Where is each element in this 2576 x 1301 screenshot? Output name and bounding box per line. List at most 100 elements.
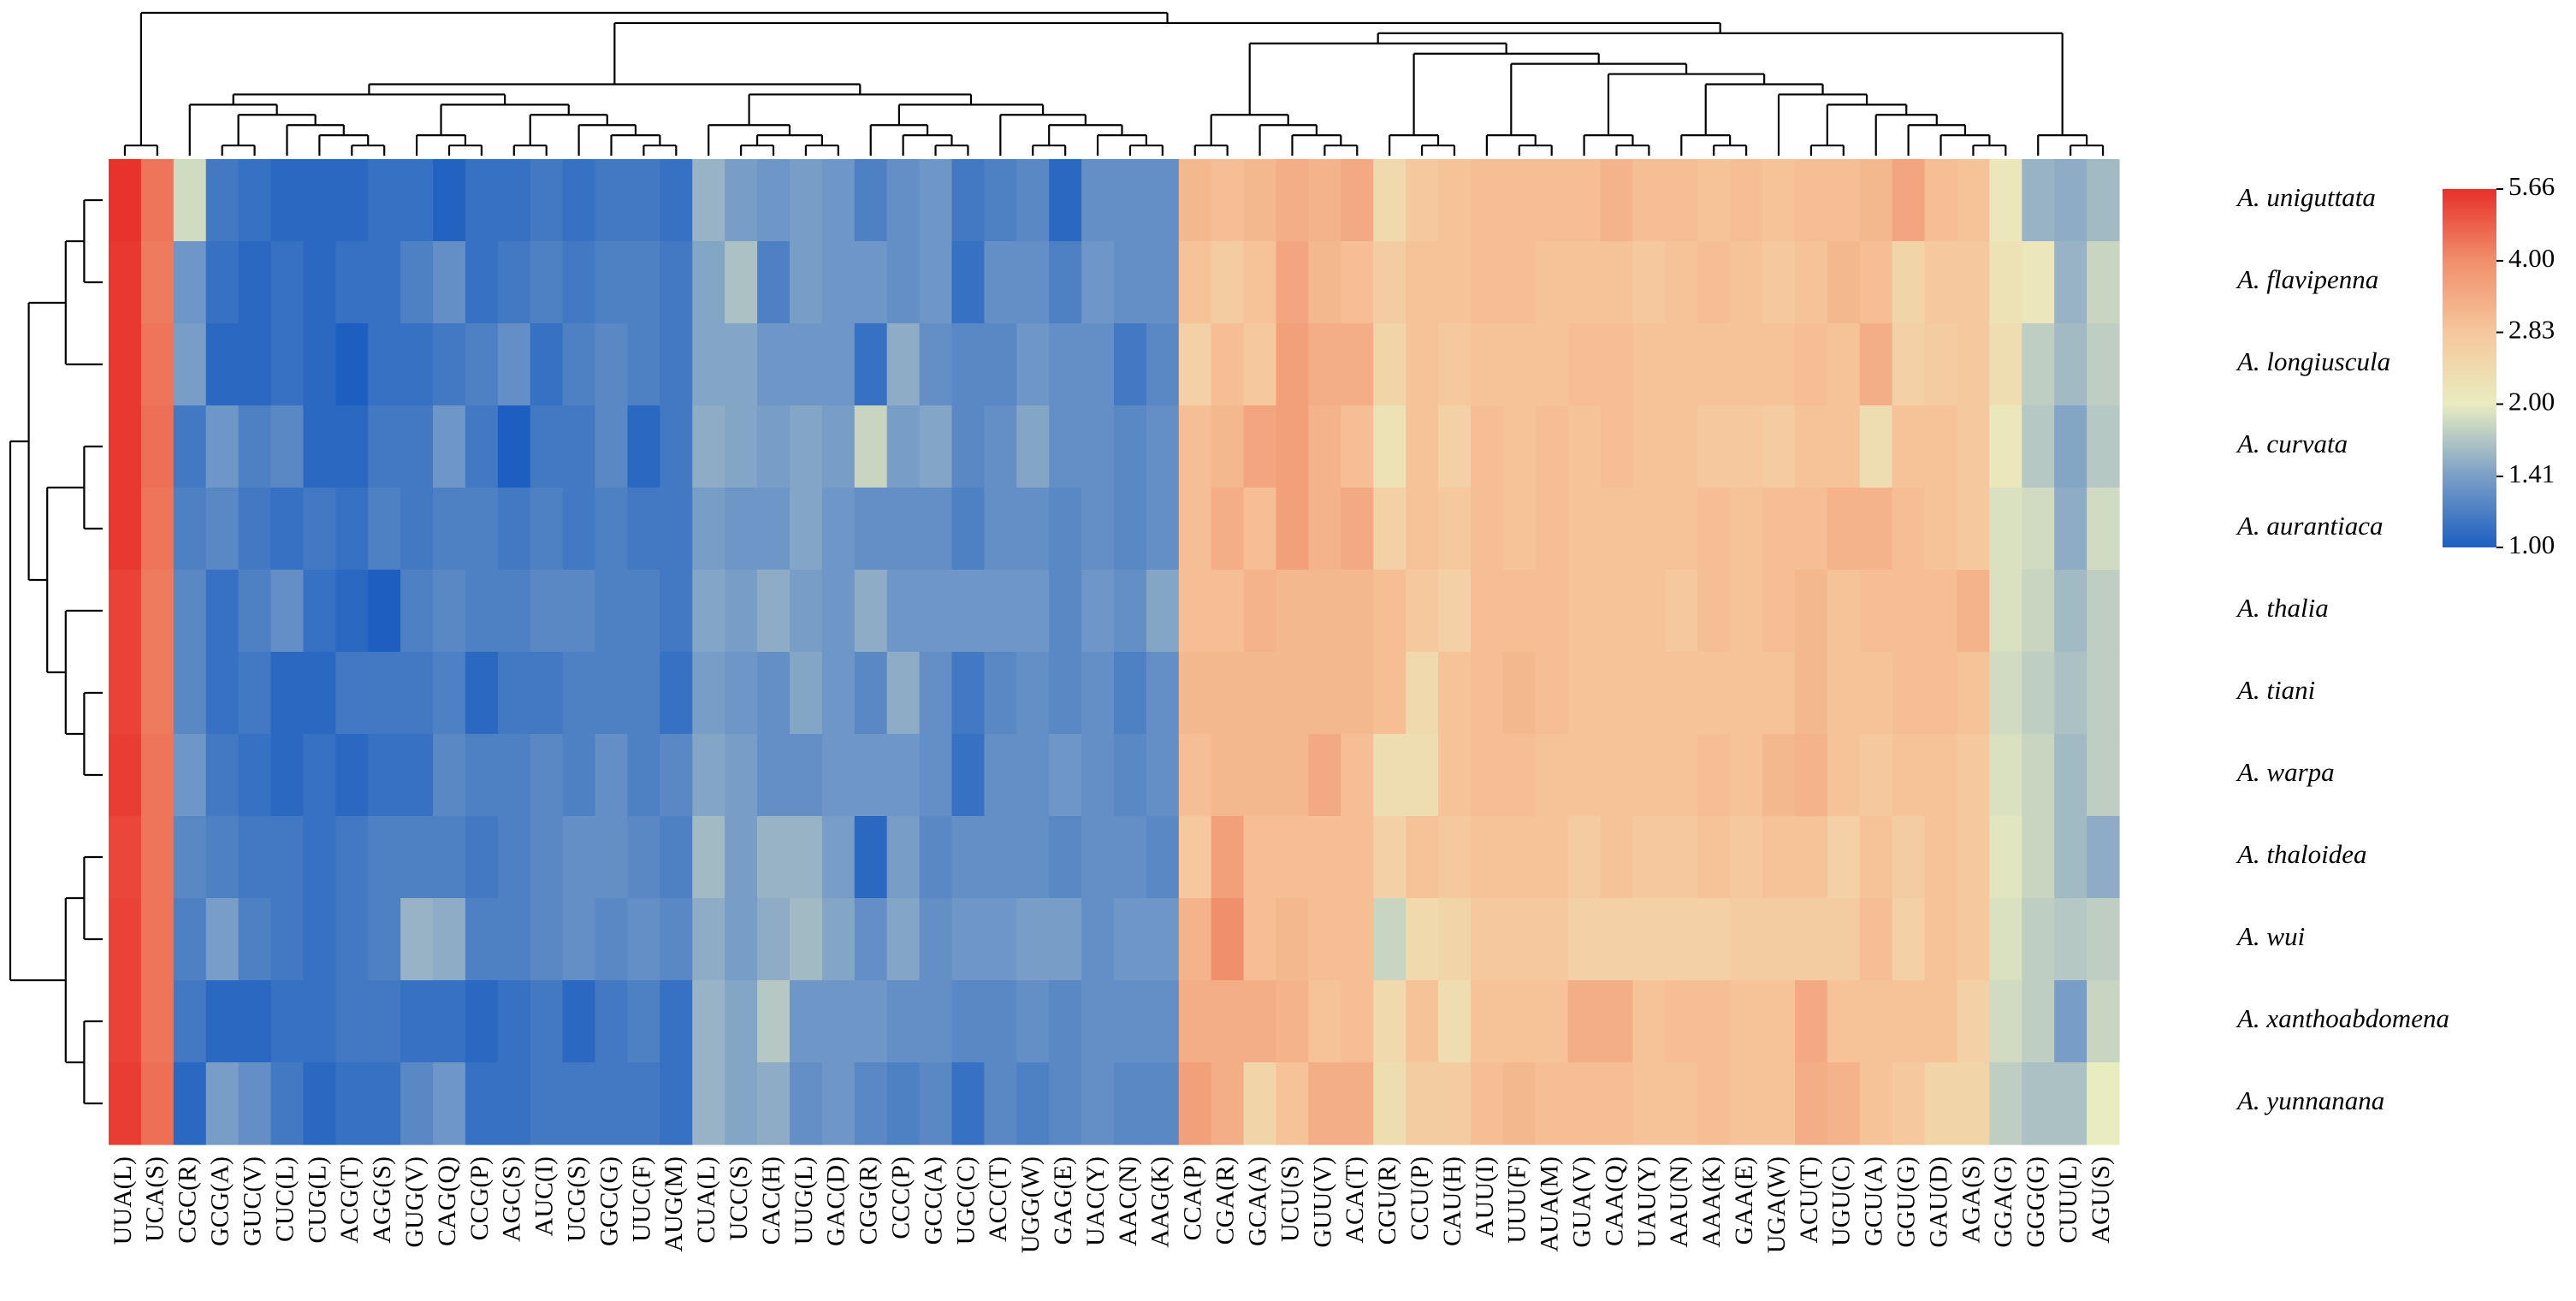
heatmap-cell <box>1373 980 1406 1063</box>
heatmap-cell <box>1406 816 1439 899</box>
heatmap-cell <box>1859 405 1893 488</box>
heatmap-cell <box>1730 980 1763 1063</box>
heatmap-cell <box>692 1062 725 1145</box>
heatmap-cell <box>368 570 401 653</box>
heatmap-cell <box>205 323 240 406</box>
heatmap-cell <box>2022 570 2055 653</box>
heatmap-cell <box>1859 734 1893 817</box>
heatmap-cell <box>725 159 758 242</box>
heatmap-cell <box>854 488 888 571</box>
heatmap-cell <box>1600 241 1634 324</box>
heatmap-cell <box>497 816 531 899</box>
heatmap-cell <box>205 405 240 488</box>
heatmap-cell <box>109 323 142 406</box>
heatmap-cell <box>205 816 240 899</box>
heatmap-cell <box>140 898 175 981</box>
heatmap-cell <box>270 652 305 735</box>
heatmap-cell <box>303 405 336 488</box>
heatmap-cell <box>1373 734 1406 817</box>
heatmap-cell <box>2087 816 2120 899</box>
heatmap-cell <box>465 898 499 981</box>
heatmap-cell <box>270 405 305 488</box>
heatmap-cell <box>1730 1062 1763 1145</box>
heatmap-cell <box>1567 898 1602 981</box>
heatmap-cell <box>1957 734 1990 817</box>
heatmap-cell <box>2022 159 2055 242</box>
heatmap-cell <box>951 980 985 1063</box>
heatmap-cell <box>1502 898 1537 981</box>
heatmap-cell <box>886 816 921 899</box>
column-label: CAA(Q) <box>1600 1156 1628 1246</box>
heatmap-cell <box>433 570 466 653</box>
heatmap-cell <box>854 816 888 899</box>
column-label: CCU(P) <box>1406 1156 1434 1240</box>
heatmap-cell <box>497 323 531 406</box>
heatmap-cell <box>530 652 564 735</box>
column-label: AGG(S) <box>368 1156 396 1244</box>
heatmap-cell <box>140 734 175 817</box>
heatmap-cell <box>692 488 725 571</box>
heatmap-cell <box>725 652 758 735</box>
heatmap-cell <box>1081 570 1115 653</box>
heatmap-cell <box>1989 570 2022 653</box>
heatmap-cell <box>465 980 499 1063</box>
heatmap-cell <box>433 241 466 324</box>
heatmap-cell <box>757 405 791 488</box>
heatmap-cell <box>1470 323 1504 406</box>
heatmap-cell <box>270 816 305 899</box>
column-label: GGU(G) <box>1892 1156 1921 1248</box>
heatmap-cell <box>984 980 1017 1063</box>
heatmap-cell <box>919 159 953 242</box>
column-label: AAC(N) <box>1114 1156 1142 1246</box>
heatmap-cell <box>303 159 336 242</box>
heatmap-cell <box>1016 980 1050 1063</box>
heatmap-cell <box>1146 570 1180 653</box>
heatmap-cell <box>1502 323 1537 406</box>
heatmap-cell <box>1859 898 1893 981</box>
heatmap-cell <box>1924 159 1958 242</box>
heatmap-cell <box>1989 652 2022 735</box>
heatmap-cell <box>1502 1062 1537 1145</box>
heatmap-cell <box>530 241 564 324</box>
heatmap-cell <box>660 323 693 406</box>
row-label: A. tiani <box>2235 675 2315 705</box>
heatmap-cell <box>270 570 305 653</box>
heatmap-cell <box>919 323 953 406</box>
heatmap-cell <box>1827 898 1861 981</box>
heatmap-cell <box>595 816 629 899</box>
heatmap-cell <box>1470 159 1504 242</box>
heatmap-cell <box>1373 816 1406 899</box>
column-label: CAG(Q) <box>433 1156 461 1246</box>
heatmap-cell <box>886 898 921 981</box>
heatmap-cell <box>951 159 985 242</box>
heatmap-cell <box>1470 570 1504 653</box>
column-label: CCA(P) <box>1179 1156 1207 1240</box>
heatmap-cell <box>205 570 240 653</box>
heatmap-cell <box>1697 980 1731 1063</box>
heatmap-cell <box>400 159 434 242</box>
heatmap-cell <box>562 652 596 735</box>
column-label: UCG(S) <box>562 1156 590 1242</box>
column-label: GAU(D) <box>1924 1156 1952 1248</box>
heatmap-cell <box>1535 405 1569 488</box>
heatmap-cell <box>1535 159 1569 242</box>
heatmap-cell <box>1989 159 2022 242</box>
heatmap-cell <box>789 488 823 571</box>
heatmap-cell <box>1406 734 1439 817</box>
heatmap-cell <box>1470 488 1504 571</box>
column-label: AUG(M) <box>660 1156 688 1252</box>
heatmap-cell <box>1827 980 1861 1063</box>
heatmap-cell <box>1081 898 1115 981</box>
heatmap-cell <box>1665 405 1698 488</box>
heatmap-cell <box>1535 652 1569 735</box>
heatmap-cell <box>1697 570 1731 653</box>
heatmap-cell <box>692 323 725 406</box>
heatmap-cell <box>1406 241 1439 324</box>
heatmap-cell <box>951 570 985 653</box>
colorbar-tick-label: 2.83 <box>2508 315 2555 345</box>
heatmap-cell <box>562 570 596 653</box>
heatmap-cell <box>627 734 660 817</box>
heatmap-cell <box>433 323 466 406</box>
heatmap-cell <box>1535 816 1569 899</box>
heatmap-cell <box>1016 570 1050 653</box>
